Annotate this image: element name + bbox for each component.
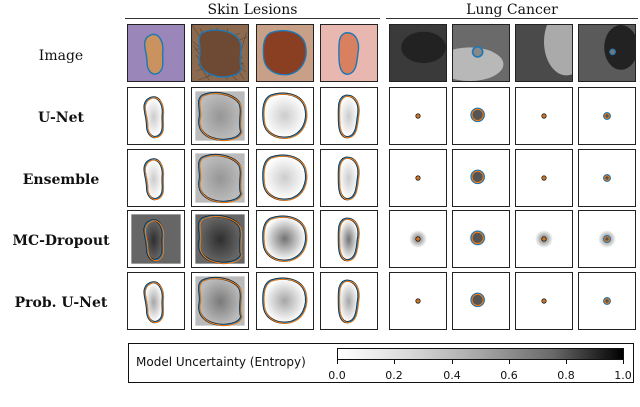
uncertainty-map-cell [191, 210, 249, 268]
row-label-ensemble: Ensemble [22, 172, 100, 188]
group-divider-skin [125, 18, 380, 19]
uncertainty-map-cell [578, 210, 636, 268]
colorbar-tick-label: 1.0 [614, 369, 632, 382]
input-image-cell [389, 24, 447, 82]
input-image-cell [578, 24, 636, 82]
colorbar-tickmark [623, 360, 624, 364]
uncertainty-map-cell [256, 210, 314, 268]
row-label-mc-dropout: MC-Dropout [12, 233, 110, 249]
uncertainty-map-cell [320, 272, 378, 330]
uncertainty-map-cell [389, 272, 447, 330]
uncertainty-map-cell [578, 149, 636, 207]
uncertainty-map-cell [320, 210, 378, 268]
colorbar-tickmark [509, 360, 510, 364]
uncertainty-map-cell [452, 149, 510, 207]
uncertainty-map-cell [515, 87, 573, 145]
uncertainty-map-cell [256, 87, 314, 145]
group-header-lung-cancer: Lung Cancer [466, 2, 558, 18]
uncertainty-map-cell [389, 210, 447, 268]
colorbar-tick-label: 0.4 [443, 369, 461, 382]
row-label-unet: U-Net [38, 110, 84, 126]
uncertainty-map-cell [389, 87, 447, 145]
input-image-cell [256, 24, 314, 82]
uncertainty-map-cell [389, 149, 447, 207]
uncertainty-map-cell [127, 87, 185, 145]
colorbar-panel [128, 343, 634, 383]
uncertainty-map-cell [191, 272, 249, 330]
uncertainty-map-cell [515, 272, 573, 330]
uncertainty-map-cell [320, 87, 378, 145]
uncertainty-map-cell [191, 149, 249, 207]
colorbar-tick-label: 0.0 [328, 369, 346, 382]
uncertainty-map-cell [452, 210, 510, 268]
uncertainty-map-cell [256, 149, 314, 207]
row-label-image: Image [38, 48, 84, 64]
input-image-cell [127, 24, 185, 82]
uncertainty-map-cell [578, 87, 636, 145]
group-header-skin-lesions: Skin Lesions [207, 2, 298, 18]
uncertainty-map-cell [452, 272, 510, 330]
colorbar-tickmark [394, 360, 395, 364]
input-image-cell [515, 24, 573, 82]
group-divider-lung [386, 18, 638, 19]
uncertainty-map-cell [127, 272, 185, 330]
uncertainty-map-cell [320, 149, 378, 207]
input-image-cell [452, 24, 510, 82]
row-label-prob-unet: Prob. U-Net [14, 295, 108, 311]
input-image-cell [191, 24, 249, 82]
uncertainty-map-cell [578, 272, 636, 330]
uncertainty-map-cell [191, 87, 249, 145]
colorbar-tickmark [452, 360, 453, 364]
colorbar-gradient [337, 348, 624, 360]
colorbar-tick-label: 0.8 [557, 369, 575, 382]
uncertainty-map-cell [515, 210, 573, 268]
colorbar-tick-label: 0.6 [500, 369, 518, 382]
uncertainty-map-cell [452, 87, 510, 145]
colorbar-title: Model Uncertainty (Entropy) [136, 355, 306, 369]
uncertainty-map-cell [256, 272, 314, 330]
uncertainty-map-cell [127, 149, 185, 207]
uncertainty-map-cell [515, 149, 573, 207]
colorbar-tickmark [566, 360, 567, 364]
colorbar-tickmark [337, 360, 338, 364]
input-image-cell [320, 24, 378, 82]
uncertainty-map-cell [127, 210, 185, 268]
colorbar-tick-label: 0.2 [385, 369, 403, 382]
